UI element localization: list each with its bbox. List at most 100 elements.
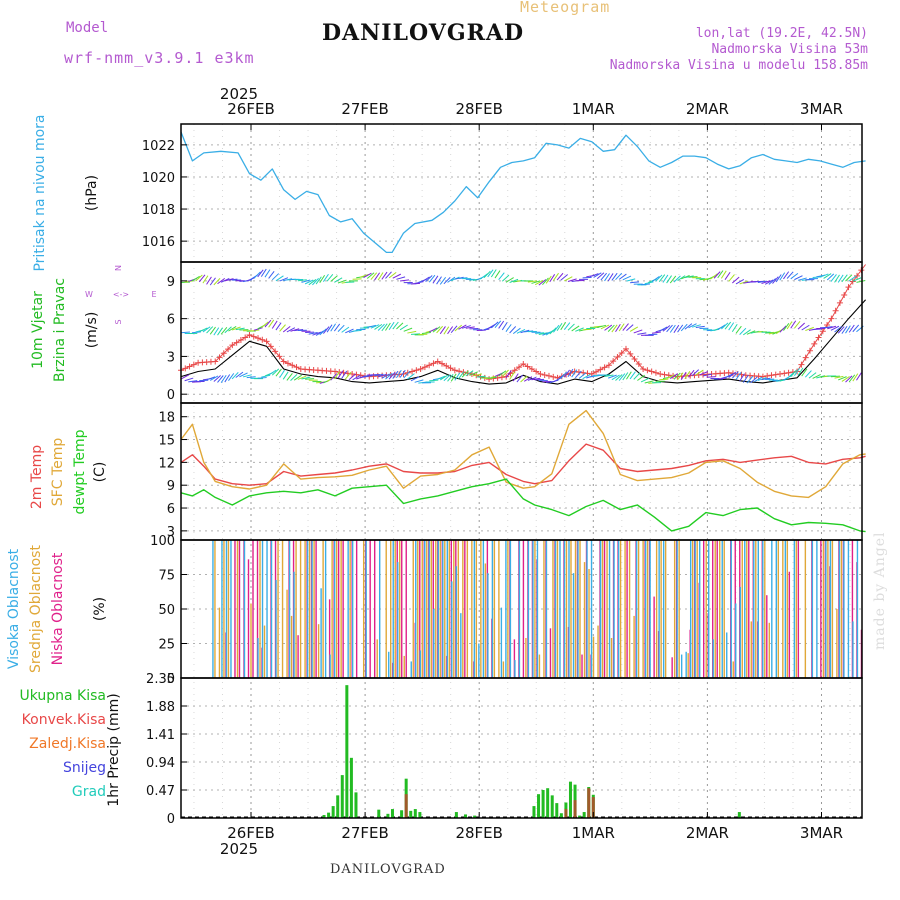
wind-barb bbox=[271, 320, 278, 329]
wind-barb bbox=[396, 276, 406, 280]
wind-barb bbox=[304, 279, 314, 285]
wind-barb bbox=[826, 273, 835, 281]
model-value: wrf-nmm_v3.9.1 e3km bbox=[64, 49, 255, 67]
precip-total-bar bbox=[541, 790, 545, 818]
wind-barb bbox=[618, 323, 625, 332]
wind-barb bbox=[746, 375, 754, 384]
wind-barb bbox=[385, 271, 392, 279]
wind-barb bbox=[560, 274, 569, 281]
wind-barb bbox=[447, 373, 454, 382]
pressure-ytick-label: 1016 bbox=[142, 235, 175, 250]
wind-barb bbox=[688, 276, 698, 278]
temperature-ytick-label: 3 bbox=[167, 525, 175, 540]
wind-barb bbox=[367, 324, 377, 328]
pressure-ytick-label: 1020 bbox=[142, 171, 175, 186]
wind-barb bbox=[765, 331, 775, 334]
wind-barb bbox=[710, 273, 718, 280]
temp-line-2 bbox=[180, 478, 866, 533]
wind-barb bbox=[563, 322, 571, 330]
wind-barb bbox=[180, 374, 190, 380]
precip-conv-bar bbox=[564, 809, 568, 818]
wind-barb bbox=[626, 324, 634, 331]
gust-marker bbox=[233, 339, 240, 346]
wind-barb bbox=[403, 327, 413, 332]
wind-barb bbox=[695, 369, 704, 376]
gust-marker bbox=[841, 292, 848, 299]
wind-barb bbox=[684, 370, 691, 380]
wind-barb bbox=[793, 367, 800, 376]
wind-barb bbox=[180, 331, 191, 334]
precip-legend-item: Grad bbox=[72, 784, 106, 800]
wind-barb bbox=[378, 373, 387, 378]
gust-marker bbox=[486, 376, 493, 383]
wind-barb bbox=[812, 328, 822, 331]
wind-barb bbox=[604, 374, 614, 377]
precip-label: 1hr Precip (mm) bbox=[106, 693, 122, 806]
wind-barb bbox=[549, 274, 556, 283]
precip-total-bar bbox=[537, 794, 541, 818]
wind-barb bbox=[385, 372, 393, 380]
wind-barb bbox=[692, 324, 701, 328]
wind-barb bbox=[231, 372, 239, 380]
gust-marker bbox=[635, 360, 642, 367]
wind-barb bbox=[728, 274, 735, 282]
wind-barb bbox=[637, 374, 645, 381]
wind-barb bbox=[209, 375, 219, 381]
wind-barb bbox=[432, 326, 441, 333]
wind-barb bbox=[662, 274, 669, 283]
gust-marker bbox=[332, 368, 339, 375]
wind-barb bbox=[848, 275, 857, 282]
wind-barb bbox=[556, 322, 563, 332]
precip-total-bar bbox=[737, 812, 741, 818]
wind-barb bbox=[224, 374, 231, 383]
wind-barb bbox=[447, 326, 454, 335]
wind-barb bbox=[841, 325, 848, 334]
wind-barb bbox=[666, 275, 672, 284]
wind-barb bbox=[275, 368, 282, 377]
wind-barb bbox=[764, 279, 774, 285]
wind-barb bbox=[746, 330, 756, 335]
wind-barb bbox=[611, 324, 618, 333]
precip-legend-item: Snijeg bbox=[63, 760, 106, 776]
precip-total-bar bbox=[331, 806, 335, 818]
wind-barb bbox=[439, 326, 446, 335]
wind-barb bbox=[724, 321, 732, 330]
wind-barb bbox=[626, 278, 636, 282]
wind-barb bbox=[399, 369, 406, 378]
wind-barb bbox=[794, 275, 803, 281]
gust-marker bbox=[798, 361, 805, 368]
precip-total-bar bbox=[336, 795, 340, 818]
wind-barb bbox=[662, 325, 671, 332]
wind-barb bbox=[611, 374, 620, 381]
wind-barb bbox=[345, 328, 354, 334]
wind-barb bbox=[728, 371, 737, 378]
wind-barb bbox=[191, 331, 201, 334]
wind-barb bbox=[370, 324, 380, 329]
gust-marker bbox=[605, 362, 612, 369]
cloud-label-high: Visoka Oblacnost bbox=[6, 548, 22, 669]
wind-barb bbox=[848, 324, 855, 333]
precip-total-bar bbox=[327, 812, 331, 818]
precip-ytick-label: 0.47 bbox=[146, 784, 175, 799]
wind-barb bbox=[501, 369, 509, 377]
wind-barb bbox=[618, 373, 626, 381]
wind-barb bbox=[651, 331, 661, 334]
temp-line-1 bbox=[180, 409, 866, 499]
wind-barb bbox=[385, 322, 391, 331]
gust-marker bbox=[533, 368, 540, 375]
gust-marker bbox=[729, 370, 736, 377]
wind-barb bbox=[553, 272, 559, 281]
gust-marker bbox=[725, 369, 732, 376]
wind-barb bbox=[476, 375, 486, 378]
wind-barb bbox=[713, 271, 721, 279]
wind-barb bbox=[523, 376, 533, 382]
wind-barb bbox=[509, 326, 517, 334]
gust-marker bbox=[182, 365, 189, 372]
wind-barb bbox=[556, 272, 564, 281]
wind-barb bbox=[381, 271, 388, 280]
wind-barb bbox=[271, 273, 280, 281]
wind-ytick-label: 6 bbox=[167, 313, 175, 328]
gust-marker bbox=[280, 358, 287, 365]
wind-barb bbox=[582, 328, 592, 331]
wind-barb bbox=[337, 324, 345, 332]
